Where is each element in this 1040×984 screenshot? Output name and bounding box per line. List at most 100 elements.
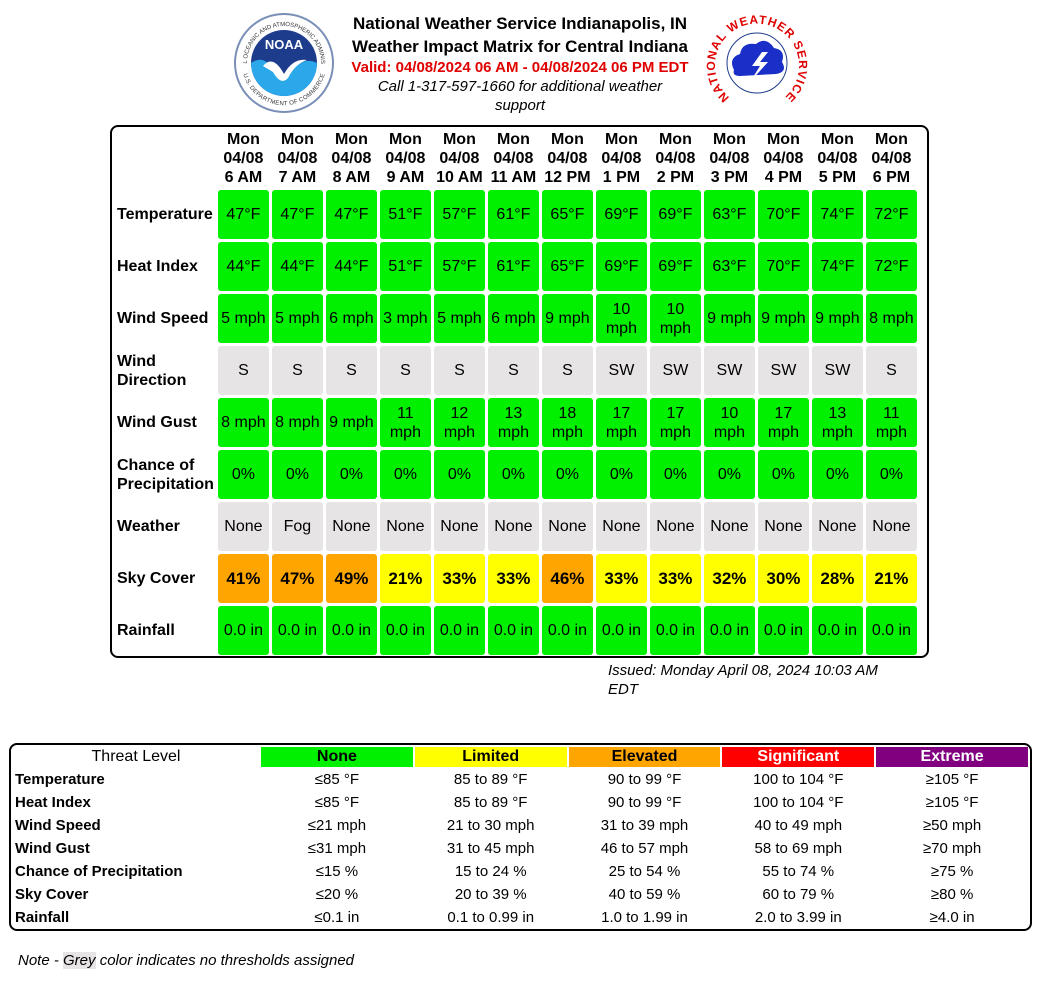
note-suffix: color indicates no thresholds assigned: [95, 952, 355, 969]
column-header: Mon 04/08 10 AM: [434, 130, 485, 187]
row-label: Rainfall: [117, 622, 175, 639]
column-header: Mon 04/08 6 PM: [866, 130, 917, 187]
matrix-cell: 9 mph: [757, 294, 809, 343]
column-time: 12 PM: [544, 169, 591, 186]
note-highlight: Grey: [63, 952, 96, 969]
matrix-cell: 6 mph: [487, 294, 539, 343]
matrix-cell: 5 mph: [217, 294, 269, 343]
matrix-row: Chance of Precipitation 0% 0% 0% 0% 0% 0% 0% 0% 0…: [115, 450, 917, 499]
matrix-cell: SW: [757, 346, 809, 395]
matrix-cell: SW: [595, 346, 647, 395]
matrix-cell: None: [217, 502, 269, 551]
matrix-cell: 0.0 in: [541, 606, 593, 655]
threat-row: Rainfall ≤0.1 in 0.1 to 0.99 in 1.0 to 1.99…: [13, 907, 1028, 928]
threat-row: Wind Speed ≤21 mph 21 to 30 mph 31 to 39 mp…: [13, 815, 1028, 836]
matrix-row: Weather None Fog None None None None None None No…: [115, 502, 917, 551]
threat-value: 25 to 54 %: [608, 863, 681, 880]
column-time: 4 PM: [764, 169, 803, 186]
threat-value: 100 to 104 °F: [753, 794, 844, 811]
matrix-cell: None: [379, 502, 431, 551]
column-day: Mon: [712, 131, 746, 148]
matrix-cell: Fog: [271, 502, 323, 551]
matrix-cell: 51°F: [379, 242, 431, 291]
matrix-cell: 13 mph: [487, 398, 539, 447]
matrix-cell: 9 mph: [541, 294, 593, 343]
row-label: Sky Cover: [117, 570, 196, 587]
matrix-cell: 0.0 in: [757, 606, 809, 655]
matrix-cell: 33%: [487, 554, 539, 603]
threat-row: Heat Index ≤85 °F 85 to 89 °F 90 to 99 °F 10…: [13, 792, 1028, 813]
column-header: Mon 04/08 4 PM: [758, 130, 809, 187]
column-day: Mon: [604, 131, 638, 148]
matrix-cell: S: [379, 346, 431, 395]
matrix-cell: 44°F: [217, 242, 269, 291]
matrix-cell: 17 mph: [649, 398, 701, 447]
matrix-cell: 69°F: [595, 190, 647, 239]
matrix-cell: 65°F: [541, 190, 593, 239]
matrix-cell: 47°F: [325, 190, 377, 239]
column-day: Mon: [658, 131, 692, 148]
column-date: 04/08: [817, 150, 858, 167]
threat-level: Significant: [722, 747, 875, 767]
matrix-cell: 72°F: [865, 242, 917, 291]
threat-value: 1.0 to 1.99 in: [601, 909, 688, 926]
matrix-cell: 0.0 in: [865, 606, 917, 655]
threat-row-label: Sky Cover: [15, 886, 89, 903]
threat-value: 100 to 104 °F: [753, 771, 844, 788]
threat-value: 55 to 74 %: [762, 863, 835, 880]
matrix-cell: 5 mph: [433, 294, 485, 343]
matrix-cell: 33%: [595, 554, 647, 603]
matrix-row: Sky Cover 41% 47% 49% 21% 33% 33% 46% 33% 33% 32% 3…: [115, 554, 917, 603]
threat-value: 40 to 49 mph: [754, 817, 843, 834]
column-header: Mon 04/08 3 PM: [704, 130, 755, 187]
threat-row-label: Temperature: [15, 771, 105, 788]
threat-level: Limited: [414, 747, 567, 767]
threat-value: 2.0 to 3.99 in: [754, 909, 842, 926]
matrix-cell: 11 mph: [379, 398, 431, 447]
matrix-cell: SW: [703, 346, 755, 395]
row-label: Wind Direction: [117, 352, 187, 389]
matrix-cell: SW: [649, 346, 701, 395]
matrix-cell: 0%: [271, 450, 323, 499]
column-time: 2 PM: [656, 169, 695, 186]
matrix-cell: S: [541, 346, 593, 395]
column-day: Mon: [334, 131, 368, 148]
threat-value: ≥70 mph: [922, 840, 982, 857]
threat-header: Threat Level: [91, 748, 181, 765]
matrix-cell: 44°F: [271, 242, 323, 291]
note-prefix: Note -: [18, 952, 64, 969]
matrix-cell: 0.0 in: [649, 606, 701, 655]
matrix-cell: None: [433, 502, 485, 551]
matrix-cell: 61°F: [487, 242, 539, 291]
threat-value: 0.1 to 0.99 in: [447, 909, 535, 926]
threat-value: ≥4.0 in: [929, 909, 975, 926]
matrix-cell: None: [487, 502, 539, 551]
matrix-cell: 61°F: [487, 190, 539, 239]
threat-level: None: [261, 747, 413, 767]
matrix-cell: 57°F: [433, 190, 485, 239]
matrix-cell: 49%: [325, 554, 377, 603]
threat-value: ≤85 °F: [314, 771, 360, 788]
matrix-cell: 0%: [433, 450, 485, 499]
column-date: 04/08: [601, 150, 642, 167]
column-header: Mon 04/08 5 PM: [812, 130, 863, 187]
column-date: 04/08: [871, 150, 912, 167]
matrix-cell: 30%: [757, 554, 809, 603]
column-date: 04/08: [493, 150, 534, 167]
matrix-cell: 0.0 in: [271, 606, 323, 655]
matrix-cell: 5 mph: [271, 294, 323, 343]
column-time: 5 PM: [818, 169, 857, 186]
threat-value: ≥80 %: [930, 886, 974, 903]
valid-range: Valid: 04/08/2024 06 AM - 04/08/2024 06 …: [351, 59, 689, 76]
matrix-table: Mon 04/08 6 AM Mon 04/08 7 AM Mon 04/08 8 AM Mon 0…: [112, 127, 920, 658]
matrix-cell: 41%: [217, 554, 269, 603]
column-time: 7 AM: [278, 169, 317, 186]
matrix-cell: S: [217, 346, 269, 395]
threat-value: 21 to 30 mph: [446, 817, 535, 834]
matrix-row: Heat Index 44°F 44°F 44°F 51°F 57°F 61°F 65°F 69…: [115, 242, 917, 291]
matrix-cell: 11 mph: [865, 398, 917, 447]
column-date: 04/08: [223, 150, 264, 167]
matrix-cell: 0%: [811, 450, 863, 499]
matrix-cell: 10 mph: [649, 294, 701, 343]
matrix-row: Wind Direction S S S S S S S SW SW SW SW SW S: [115, 346, 917, 395]
